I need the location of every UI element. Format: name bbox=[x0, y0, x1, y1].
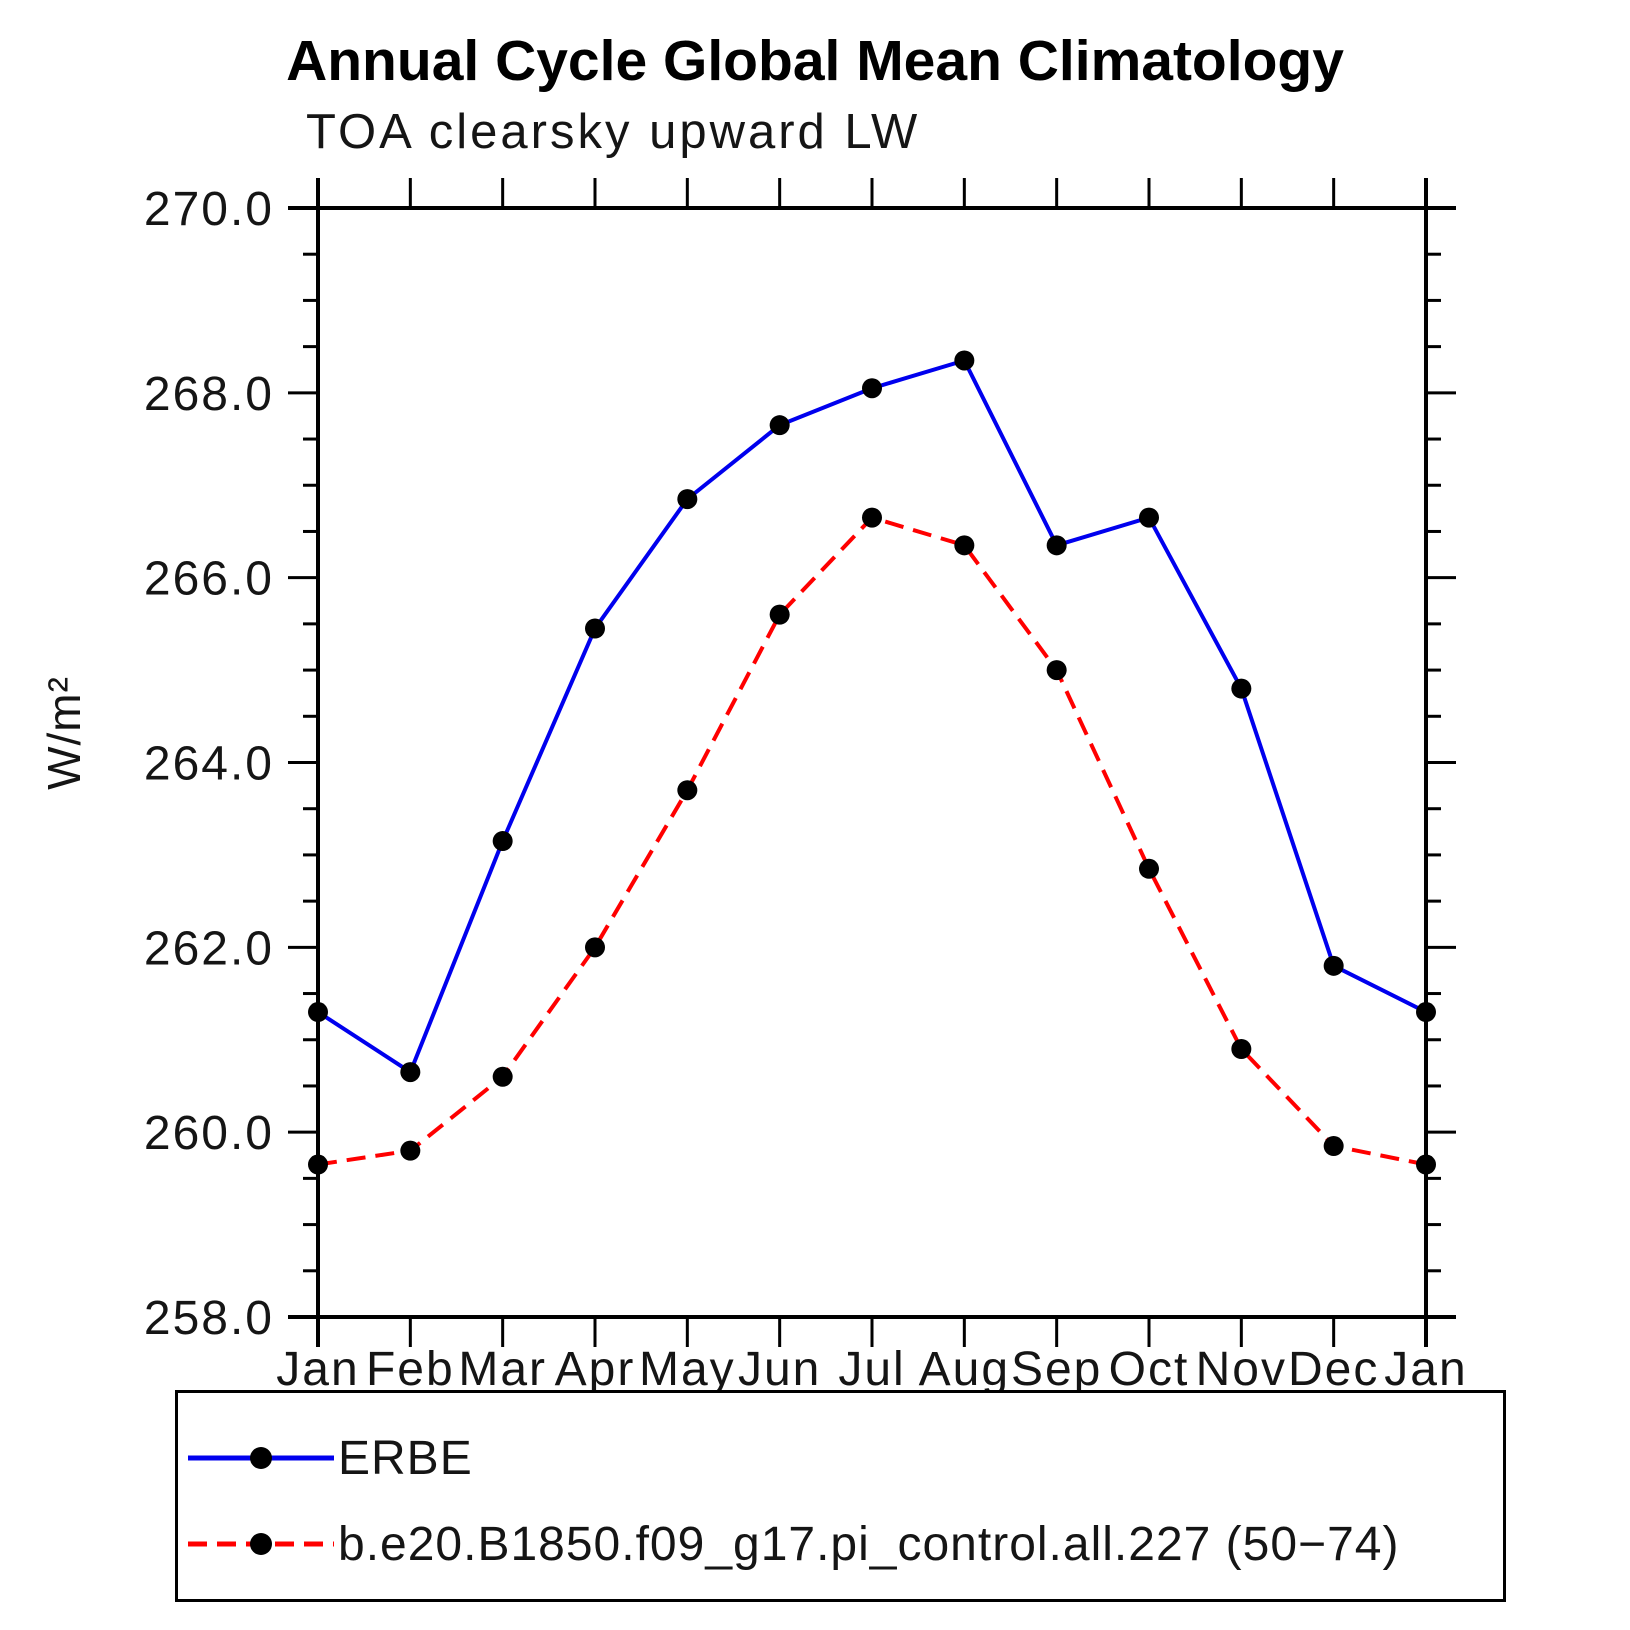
erbe-point bbox=[862, 378, 882, 399]
erbe-line-swatch bbox=[188, 1447, 334, 1469]
x-tick-label: May bbox=[639, 1343, 736, 1396]
x-tick-label: Nov bbox=[1196, 1343, 1287, 1396]
x-tick-label: Jun bbox=[738, 1343, 821, 1396]
x-tick-label: Aug bbox=[919, 1343, 1010, 1396]
erbe-point bbox=[400, 1062, 421, 1083]
x-tick-label: Apr bbox=[555, 1343, 636, 1396]
y-axis-label: W/m² bbox=[38, 676, 90, 790]
model-line-swatch bbox=[188, 1533, 334, 1555]
erbe-point bbox=[677, 489, 698, 510]
legend-item-model: b.e20.B1850.f09_g17.pi_control.all.227 (… bbox=[186, 1517, 1400, 1571]
x-tick-label: Feb bbox=[366, 1343, 455, 1396]
erbe-swatch-marker bbox=[250, 1447, 272, 1469]
erbe-line bbox=[316, 358, 1427, 1076]
x-tick-label: Mar bbox=[458, 1343, 547, 1396]
erbe-point bbox=[1046, 535, 1067, 556]
erbe-point bbox=[585, 618, 605, 639]
x-tick-label: Sep bbox=[1011, 1343, 1102, 1396]
erbe-point bbox=[1231, 678, 1252, 699]
legend-label-model: b.e20.B1850.f09_g17.pi_control.all.227 (… bbox=[338, 1517, 1400, 1571]
model-point bbox=[492, 1066, 513, 1087]
model-line bbox=[317, 515, 1427, 1167]
model-point bbox=[1231, 1038, 1252, 1059]
model-point bbox=[677, 780, 698, 801]
y-tick-label: 270.0 bbox=[144, 183, 274, 236]
model-point bbox=[954, 535, 975, 556]
erbe-point bbox=[1416, 1002, 1436, 1023]
y-tick-label: 262.0 bbox=[144, 922, 274, 975]
x-tick-label: Jul bbox=[838, 1343, 905, 1396]
erbe-point bbox=[492, 831, 513, 852]
model-point bbox=[308, 1154, 328, 1175]
model-point bbox=[769, 604, 790, 625]
model-point bbox=[1323, 1136, 1344, 1157]
y-tick-label: 258.0 bbox=[144, 1292, 274, 1345]
model-point bbox=[585, 937, 605, 958]
erbe-point bbox=[1139, 507, 1159, 528]
chart-subtitle: TOA clearsky upward LW bbox=[306, 105, 921, 159]
erbe-point bbox=[308, 1002, 328, 1023]
model-point bbox=[862, 507, 882, 528]
x-tick-label: Jan bbox=[276, 1343, 359, 1396]
model-point bbox=[400, 1140, 421, 1161]
chart-title: Annual Cycle Global Mean Climatology bbox=[286, 29, 1344, 93]
x-tick-label: Oct bbox=[1109, 1343, 1190, 1396]
erbe-point bbox=[1323, 955, 1344, 976]
y-tick-label: 260.0 bbox=[144, 1107, 274, 1160]
x-tick-label: Jan bbox=[1384, 1343, 1467, 1396]
legend-item-erbe: ERBE bbox=[186, 1431, 473, 1485]
y-tick-label: 266.0 bbox=[144, 553, 274, 606]
erbe-point bbox=[769, 415, 790, 436]
legend-label-erbe: ERBE bbox=[338, 1431, 473, 1485]
model-point bbox=[1416, 1154, 1436, 1175]
model-point bbox=[1139, 858, 1159, 879]
model-point bbox=[1046, 660, 1067, 681]
erbe-point bbox=[954, 350, 975, 371]
legend: ERBE b.e20.B1850.f09_g17.pi_control.all.… bbox=[175, 1390, 1506, 1602]
y-tick-label: 268.0 bbox=[144, 368, 274, 421]
y-tick-label: 264.0 bbox=[144, 738, 274, 791]
model-swatch-marker bbox=[250, 1533, 272, 1555]
x-tick-label: Dec bbox=[1288, 1343, 1379, 1396]
